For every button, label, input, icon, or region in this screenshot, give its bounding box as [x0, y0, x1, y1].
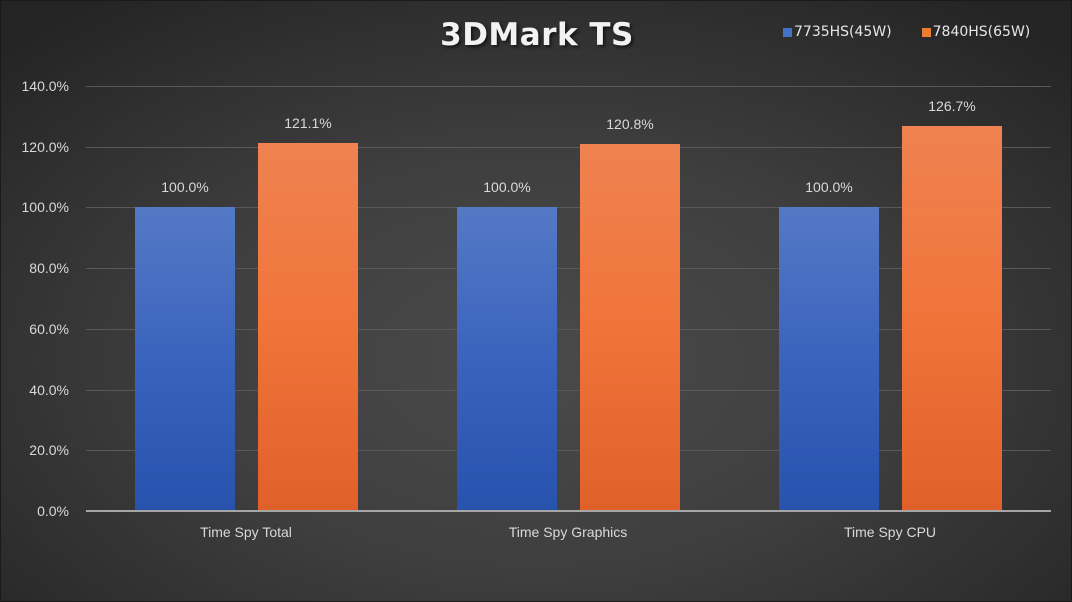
- bar-7735hs-1: [457, 207, 557, 511]
- bar-7735hs-0: [135, 207, 235, 511]
- gridline: [86, 390, 1051, 391]
- x-axis-category-label: Time Spy Graphics: [508, 524, 628, 540]
- bar-7840hs-2: [902, 126, 1002, 511]
- x-axis-line: [86, 510, 1051, 512]
- y-axis-tick-label: 20.0%: [29, 442, 69, 459]
- legend-item-7840hs: 7840HS(65W): [921, 24, 1031, 40]
- gridline: [86, 329, 1051, 330]
- legend-swatch-orange-icon: [921, 27, 931, 37]
- y-axis-tick-label: 0.0%: [37, 503, 69, 519]
- data-label: 100.0%: [805, 179, 853, 196]
- bar-7840hs-0: [258, 143, 358, 511]
- legend: 7735HS(45W) 7840HS(65W): [783, 24, 1030, 40]
- data-label: 121.1%: [284, 115, 332, 132]
- gridline: [86, 268, 1051, 269]
- data-label: 126.7%: [928, 98, 976, 115]
- data-label: 120.8%: [606, 116, 654, 133]
- gridline: [86, 147, 1051, 148]
- data-label: 100.0%: [483, 179, 531, 196]
- y-axis-tick-label: 140.0%: [21, 78, 69, 94]
- bar-7735hs-2: [779, 207, 879, 511]
- data-label: 100.0%: [161, 179, 209, 196]
- gridline: [86, 207, 1051, 208]
- y-axis-tick-label: 100.0%: [21, 199, 69, 216]
- bar-7840hs-1: [580, 144, 680, 511]
- chart-title: 3DMark TS: [440, 17, 634, 53]
- y-axis-tick-label: 60.0%: [29, 320, 69, 337]
- gridline: [86, 86, 1051, 87]
- x-axis-category-label: Time Spy CPU: [843, 524, 937, 540]
- y-axis-tick-label: 120.0%: [21, 138, 69, 155]
- legend-label: 7840HS(65W): [932, 24, 1031, 40]
- x-axis-category-label: Time Spy Total: [200, 524, 292, 540]
- gridline: [86, 450, 1051, 451]
- legend-label: 7735HS(45W): [794, 24, 892, 40]
- legend-swatch-blue-icon: [783, 27, 792, 37]
- y-axis-tick-label: 80.0%: [29, 260, 69, 277]
- y-axis-tick-label: 40.0%: [29, 381, 69, 398]
- legend-item-7735hs: 7735HS(45W): [783, 24, 892, 40]
